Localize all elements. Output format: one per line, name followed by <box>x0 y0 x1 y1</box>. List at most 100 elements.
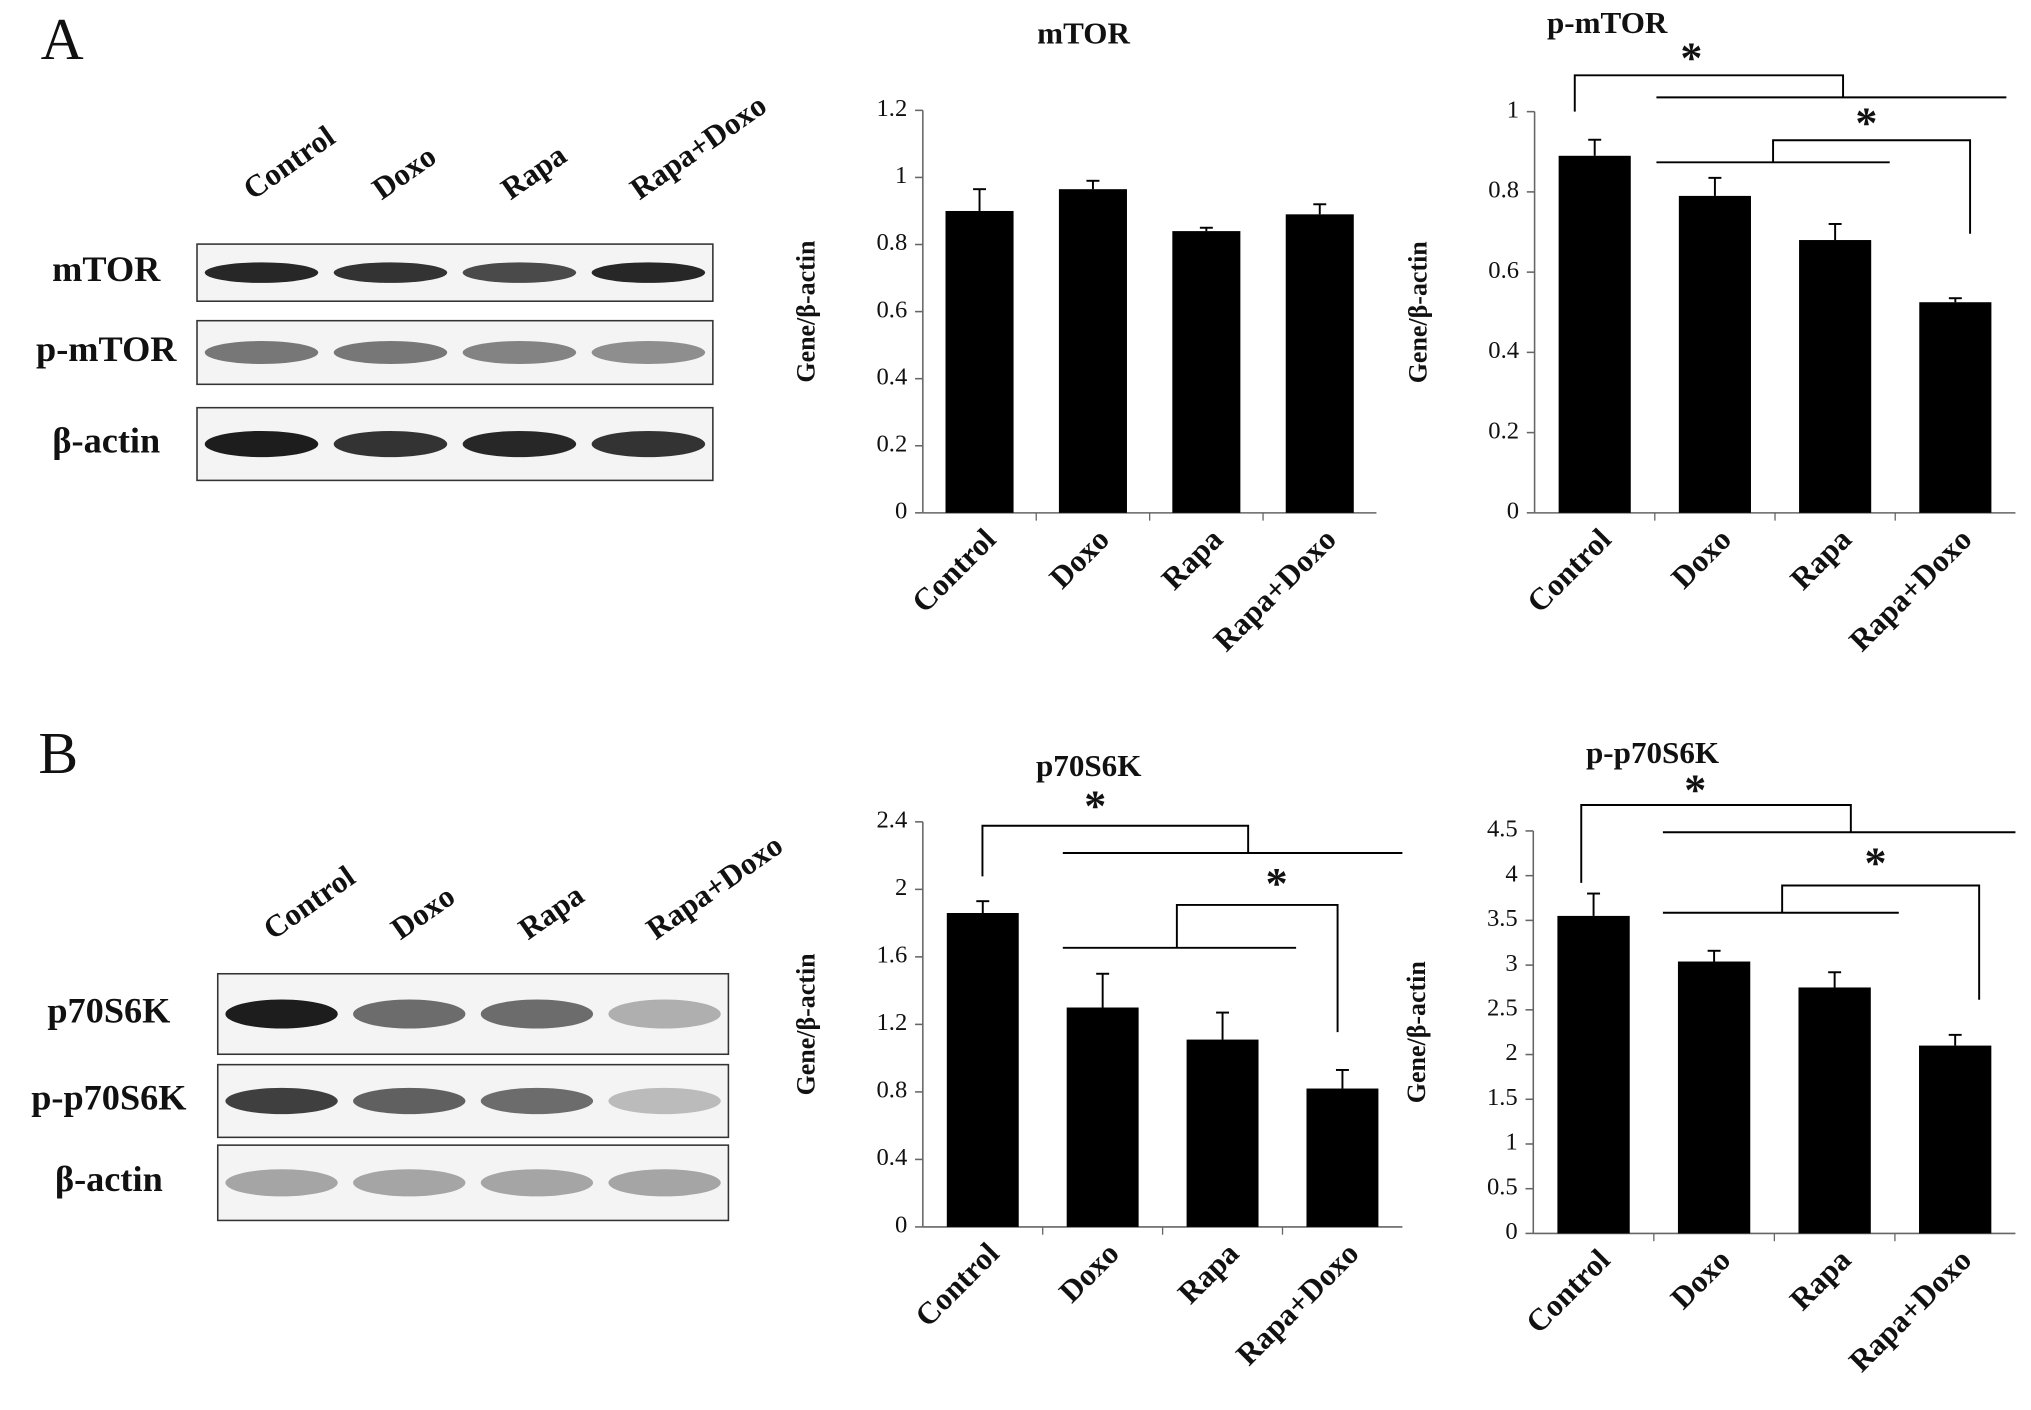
y-tick-label: 0 <box>1505 1218 1517 1245</box>
error-bar <box>1587 892 1601 916</box>
x-tick-label: Rapa+Doxo <box>1206 521 1342 657</box>
y-tick-label: 2 <box>895 874 907 901</box>
significance-bracket <box>1573 74 1845 112</box>
bar <box>946 912 1019 1227</box>
y-tick-label: 2.5 <box>1487 994 1518 1021</box>
error-bar <box>1588 138 1602 156</box>
y-axis-label: Gene/β-actin <box>1404 241 1433 384</box>
significance-bracket <box>1580 803 1852 883</box>
x-tick-label: Rapa+Doxo <box>1842 521 1978 657</box>
y-tick-label: 1.5 <box>1487 1084 1518 1111</box>
blot-band <box>204 341 319 364</box>
y-tick-label: 0 <box>1507 497 1519 524</box>
row-label: mTOR <box>52 249 161 289</box>
blot-band <box>480 1087 594 1115</box>
blot-band <box>225 1087 338 1115</box>
y-tick-label: 0.6 <box>1488 257 1519 284</box>
bar <box>1799 240 1872 513</box>
error-bar <box>1948 297 1962 303</box>
lane-label: Rapa+Doxo <box>623 87 772 206</box>
panel-label: A <box>41 6 84 72</box>
blot-band <box>353 1087 466 1115</box>
error-bar <box>1313 203 1327 215</box>
row-label: p-p70S6K <box>31 1077 186 1117</box>
bar <box>1066 1007 1139 1227</box>
blot-band <box>333 341 448 364</box>
bar <box>1798 987 1871 1234</box>
blot-band <box>462 262 577 283</box>
y-tick-label: 0.4 <box>1488 337 1519 364</box>
significance-star: * <box>1266 859 1288 908</box>
y-tick-label: 1.2 <box>877 1009 908 1036</box>
y-axis-label: Gene/β-actin <box>792 953 821 1096</box>
significance-star: * <box>1680 33 1702 82</box>
x-tick-label: Doxo <box>1052 1236 1126 1310</box>
x-tick-label: Control <box>1520 521 1618 619</box>
blot-box <box>216 1144 730 1222</box>
blot-band <box>333 430 448 458</box>
y-tick-label: 3.5 <box>1487 905 1518 932</box>
error-bar <box>973 188 987 211</box>
lane-label: Doxo <box>384 878 461 946</box>
significance-bracket <box>1175 903 1339 1033</box>
x-tick-label: Rapa <box>1154 521 1229 596</box>
row-label: p-mTOR <box>36 329 177 369</box>
blot-band <box>480 1169 594 1197</box>
row-label: β-actin <box>52 420 160 460</box>
row-label: β-actin <box>55 1159 163 1199</box>
blot-band <box>353 1169 466 1197</box>
blot-band <box>204 262 319 283</box>
blot-band <box>591 262 706 283</box>
blot-band <box>353 999 466 1029</box>
bar <box>1306 1088 1379 1227</box>
y-tick-label: 1 <box>1507 96 1519 123</box>
y-tick-label: 0.4 <box>877 363 908 390</box>
y-tick-label: 0.8 <box>877 1077 908 1104</box>
bar <box>1678 195 1751 513</box>
error-bar <box>1708 176 1722 196</box>
blot-band <box>462 430 577 458</box>
panel-label: B <box>38 720 78 786</box>
x-tick-label: Control <box>908 1235 1006 1333</box>
lane-label: Control <box>257 858 362 946</box>
bar <box>1677 961 1751 1234</box>
x-tick-label: Doxo <box>1664 521 1738 595</box>
y-tick-label: 0.2 <box>877 430 908 457</box>
bar <box>1558 155 1631 513</box>
error-bar <box>1335 1068 1349 1089</box>
blot-band <box>608 1169 721 1197</box>
y-tick-label: 4.5 <box>1487 816 1518 843</box>
y-axis-label: Gene/β-actin <box>792 240 821 383</box>
x-tick-label: Rapa+Doxo <box>1842 1242 1978 1378</box>
x-tick-label: Doxo <box>1042 521 1116 595</box>
y-tick-label: 4 <box>1505 860 1517 887</box>
y-tick-label: 0 <box>895 1212 907 1239</box>
y-tick-label: 0.6 <box>877 296 908 323</box>
x-tick-label: Rapa <box>1783 521 1858 596</box>
y-tick-label: 1 <box>895 162 907 189</box>
error-bar <box>1086 179 1100 190</box>
blot-band <box>591 341 706 364</box>
bar <box>1919 302 1992 513</box>
y-tick-label: 2 <box>1505 1039 1517 1066</box>
bar <box>945 210 1014 513</box>
error-bar <box>1828 971 1842 988</box>
significance-star: * <box>1084 781 1106 830</box>
blot-band <box>204 430 319 458</box>
blot-band <box>480 999 594 1029</box>
x-tick-label: Control <box>905 521 1003 619</box>
significance-star: * <box>1855 98 1877 147</box>
blot-band <box>225 999 338 1029</box>
y-tick-label: 0 <box>895 497 907 524</box>
x-tick-label: Rapa+Doxo <box>1229 1236 1365 1372</box>
error-bar <box>1199 226 1213 232</box>
chart-title: p-mTOR <box>1547 5 1668 40</box>
error-bar <box>1216 1011 1230 1040</box>
significance-star: * <box>1864 838 1886 887</box>
bar <box>1919 1045 1992 1234</box>
significance-star: * <box>1684 766 1706 815</box>
x-tick-label: Rapa <box>1783 1242 1858 1317</box>
bar <box>1172 231 1241 513</box>
y-tick-label: 0.2 <box>1488 417 1519 444</box>
